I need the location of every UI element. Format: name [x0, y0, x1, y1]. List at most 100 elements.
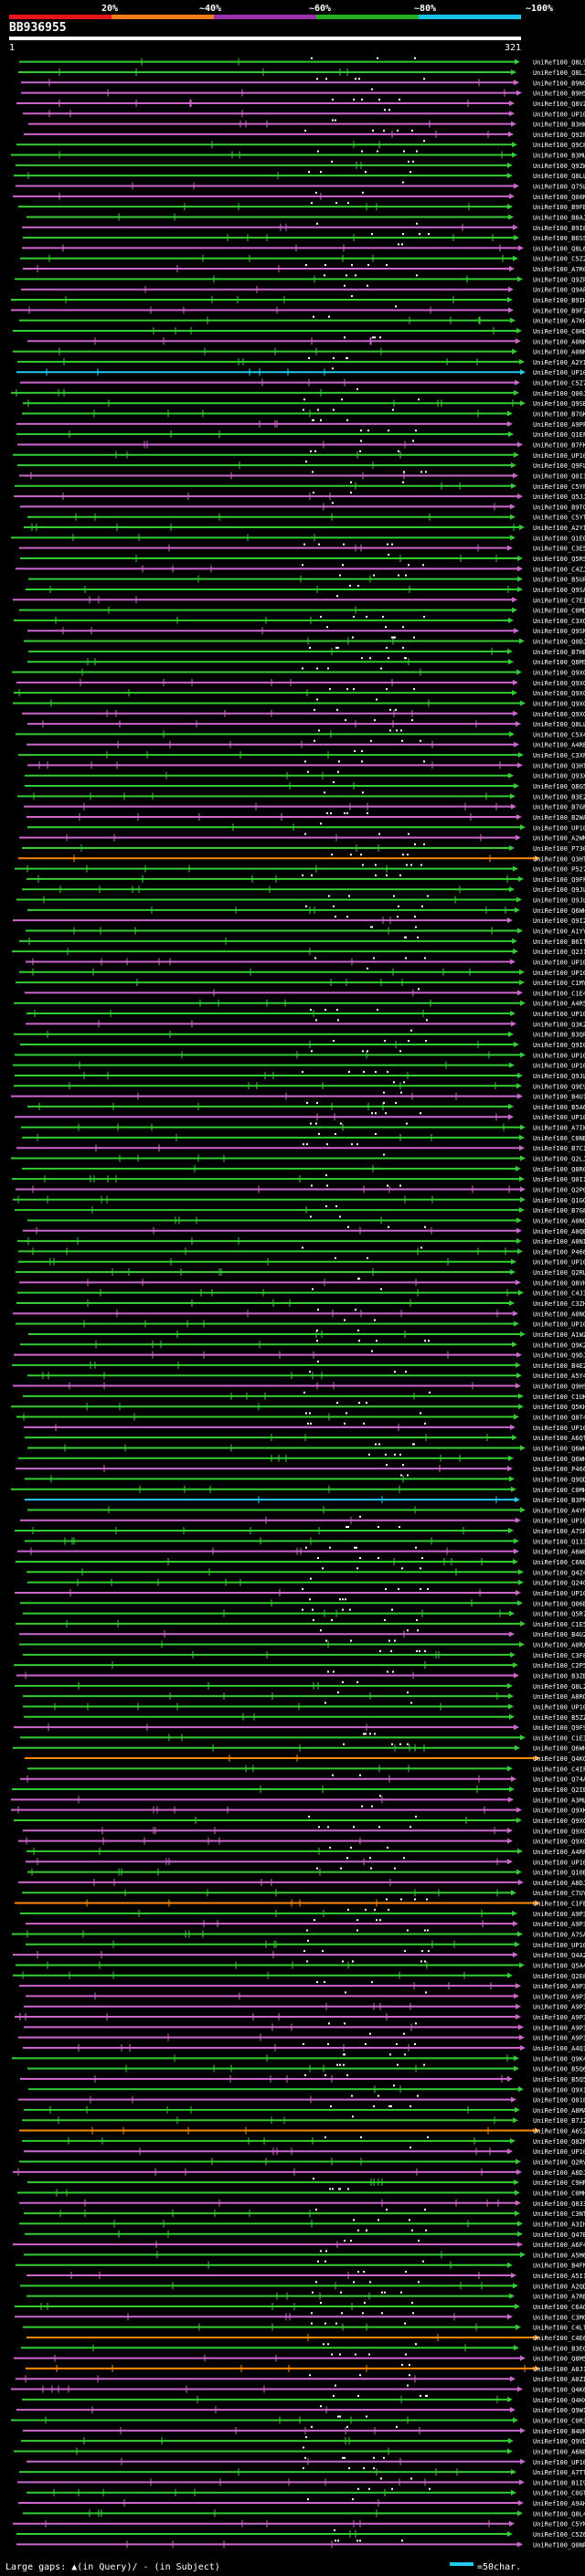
hit-row[interactable]: UniRef100_Q0I379 — [19, 471, 585, 480]
hit-row[interactable]: UniRef100_Q9APC5 — [21, 284, 585, 294]
hit-label[interactable]: UniRef100_B4U2F8 — [533, 1631, 585, 1638]
hit-row[interactable]: UniRef100_Q1GGQ9 — [13, 1195, 585, 1204]
hit-row[interactable]: UniRef100_A3IHF7 — [19, 2219, 585, 2228]
hit-row[interactable]: UniRef100_A9P3A8 — [18, 2032, 585, 2042]
hit-label[interactable]: UniRef100_C1E4Y1 — [533, 990, 585, 997]
hit-label[interactable]: UniRef100_A7TTC5 — [533, 2469, 585, 2476]
hit-label[interactable]: UniRef100_UP1000... — [533, 452, 585, 460]
hit-row[interactable]: UniRef100_B4U2F8 — [19, 1629, 585, 1638]
hit-row[interactable]: UniRef100_B7GKX9 — [22, 408, 585, 419]
hit-label[interactable]: UniRef100_B6ITI0 — [533, 938, 585, 946]
hit-row[interactable]: UniRef100_UP1000... — [27, 1009, 585, 1018]
hit-row[interactable]: UniRef100_Q00NJ1 — [13, 191, 585, 201]
hit-row[interactable]: UniRef100_A9P3B4 — [15, 2013, 585, 2021]
hit-row[interactable]: UniRef100_A6W8V0 — [17, 1546, 585, 1556]
hit-row[interactable]: UniRef100_Q9FLT8 — [17, 461, 585, 470]
hit-label[interactable]: UniRef100_B4UMD1 — [533, 2428, 585, 2435]
hit-label[interactable]: UniRef100_A7RBH1 — [533, 2294, 585, 2301]
hit-label[interactable]: UniRef100_B5Q6N5 — [533, 2066, 585, 2073]
hit-row[interactable]: UniRef100_A5I1R5 — [27, 2271, 585, 2280]
hit-label[interactable]: UniRef100_Q8VZR7 — [533, 101, 585, 108]
hit-label[interactable]: UniRef100_Q9XCZ5 — [533, 670, 585, 677]
hit-row[interactable]: UniRef100_Q2J1C8 — [12, 948, 585, 956]
hit-label[interactable]: UniRef100_Q47B71 — [533, 2231, 585, 2239]
hit-label[interactable]: UniRef100_UP1000... — [533, 1518, 585, 1525]
hit-row[interactable]: UniRef100_Q01823 — [18, 2094, 585, 2104]
hit-label[interactable]: UniRef100_Q5R7V7 — [533, 1611, 585, 1618]
hit-row[interactable]: UniRef100_UP1000... — [23, 109, 585, 118]
hit-label[interactable]: UniRef100_A3ML77 — [533, 1797, 585, 1804]
hit-label[interactable]: UniRef100_UP1000... — [533, 1703, 585, 1711]
hit-row[interactable]: UniRef100_UP1000... — [16, 367, 585, 376]
hit-row[interactable]: UniRef100_Q9E9F1 — [14, 1081, 585, 1090]
hit-row[interactable]: UniRef100_C1FED3 — [15, 1898, 585, 1908]
hit-row[interactable]: UniRef100_Q9SBM1 — [23, 398, 585, 408]
hit-label[interactable]: UniRef100_C0MDS6 — [533, 608, 585, 615]
hit-row[interactable]: UniRef100_C4IFT3 — [27, 1765, 585, 1773]
hit-label[interactable]: UniRef100_UP1000... — [533, 1942, 585, 1949]
hit-row[interactable]: UniRef100_Q4A259 — [13, 1950, 585, 1959]
hit-label[interactable]: UniRef100_C7UYY6 — [533, 1890, 585, 1897]
hit-row[interactable]: UniRef100_B4FNV9 — [16, 2260, 585, 2270]
hit-label[interactable]: UniRef100_A0NGD6 — [533, 1217, 585, 1224]
hit-row[interactable]: UniRef100_Q8VZR7 — [16, 98, 585, 108]
hit-label[interactable]: UniRef100_B9H5S5 — [533, 90, 585, 98]
hit-row[interactable]: UniRef100_A0NIM1 — [17, 1237, 585, 1246]
hit-label[interactable]: UniRef100_B4E2P6 — [533, 1362, 585, 1370]
hit-row[interactable]: UniRef100_C0GT57 — [27, 2487, 585, 2497]
hit-row[interactable]: UniRef100_Q8LJR7 — [18, 68, 585, 77]
hit-label[interactable]: UniRef100_B3ZBK7 — [533, 1673, 585, 1680]
hit-label[interactable]: UniRef100_A6W8V0 — [533, 1549, 585, 1556]
hit-label[interactable]: UniRef100_Q8L4H1 — [533, 2510, 585, 2518]
hit-label[interactable]: UniRef100_Q9XK44 — [533, 1807, 585, 1815]
hit-row[interactable]: UniRef100_Q75LM5 — [16, 181, 585, 190]
hit-label[interactable]: UniRef100_Q2P0K9 — [533, 1186, 585, 1193]
hit-label[interactable]: UniRef100_Q9JLE8 — [533, 886, 585, 894]
hit-label[interactable]: UniRef100_A4YN32 — [533, 1507, 585, 1514]
hit-label[interactable]: UniRef100_A0NKY7 — [533, 338, 585, 345]
hit-row[interactable]: UniRef100_A8DJ09 — [13, 2168, 585, 2177]
hit-row[interactable]: UniRef100_A1WZ68 — [28, 1329, 585, 1339]
hit-label[interactable]: UniRef100_A9P3A7 — [533, 2004, 585, 2011]
hit-row[interactable]: UniRef100_Q1EF57 — [16, 429, 585, 439]
hit-row[interactable]: UniRef100_C3F8Y4 — [23, 1649, 585, 1659]
hit-label[interactable]: UniRef100_Q9XCS2 — [533, 680, 585, 687]
hit-row[interactable]: UniRef100_P46602 — [16, 1464, 585, 1473]
hit-label[interactable]: UniRef100_A5M6B0 — [533, 2252, 585, 2259]
hit-row[interactable]: UniRef100_B9TG31 — [20, 502, 585, 511]
hit-label[interactable]: UniRef100_C5Z7A4 — [533, 380, 585, 387]
hit-row[interactable]: UniRef100_C5Z6E5 — [16, 2529, 585, 2539]
hit-row[interactable]: UniRef100_A5M6B0 — [24, 2250, 585, 2259]
hit-label[interactable]: UniRef100_UP1000... — [533, 1590, 585, 1597]
hit-row[interactable]: UniRef100_UP1000... — [26, 957, 585, 966]
hit-label[interactable]: UniRef100_C0GT57 — [533, 2490, 585, 2497]
hit-row[interactable]: UniRef100_A9P3B9 — [26, 1991, 585, 2000]
hit-label[interactable]: UniRef100_A9P3A9 — [533, 2024, 585, 2031]
hit-label[interactable]: UniRef100_Q8T4M5 — [533, 1415, 585, 1422]
hit-label[interactable]: UniRef100_Q9K4G6 — [533, 2055, 585, 2062]
hit-label[interactable]: UniRef100_C1FED3 — [533, 1901, 585, 1908]
hit-row[interactable]: UniRef100_B3ZBK7 — [16, 1670, 585, 1680]
hit-row[interactable]: UniRef100_C5YMT6 — [13, 2519, 585, 2528]
hit-row[interactable]: UniRef100_B4U1X4 — [11, 1091, 585, 1101]
hit-row[interactable]: UniRef100_Q3HTK5 — [18, 853, 585, 863]
hit-row[interactable]: UniRef100_Q833E0 — [19, 2199, 585, 2208]
hit-row[interactable]: UniRef100_C0MDS6 — [19, 606, 585, 615]
hit-label[interactable]: UniRef100_A9AHC9 — [533, 2500, 585, 2507]
hit-label[interactable]: UniRef100_Q75LM5 — [533, 183, 585, 190]
hit-label[interactable]: UniRef100_Q6WHS8 — [533, 1445, 585, 1452]
hit-row[interactable]: UniRef100_B9NCM8 — [21, 78, 585, 87]
hit-label[interactable]: UniRef100_Q9JLE7 — [533, 897, 585, 905]
hit-label[interactable]: UniRef100_C1E591 — [533, 1621, 585, 1628]
hit-label[interactable]: UniRef100_C4ZJ39 — [533, 566, 585, 573]
hit-row[interactable]: UniRef100_B7GFA8 — [24, 802, 585, 811]
hit-row[interactable]: UniRef100_Q9I236 — [13, 916, 585, 925]
hit-row[interactable]: UniRef100_A9PFE4 — [16, 419, 585, 429]
hit-label[interactable]: UniRef100_Q1E0Q2 — [533, 535, 585, 542]
hit-label[interactable]: UniRef100_Q8R0U5 — [533, 1166, 585, 1173]
hit-row[interactable]: UniRef100_Q9X1Y4 — [28, 2084, 585, 2094]
hit-label[interactable]: UniRef100_Q9JLE9 — [533, 1073, 585, 1080]
hit-row[interactable]: UniRef100_Q3HTX6 — [27, 760, 585, 769]
hit-row[interactable]: UniRef100_Q9SAT0 — [26, 584, 585, 594]
hit-row[interactable]: UniRef100_UP1000... — [24, 1422, 585, 1432]
